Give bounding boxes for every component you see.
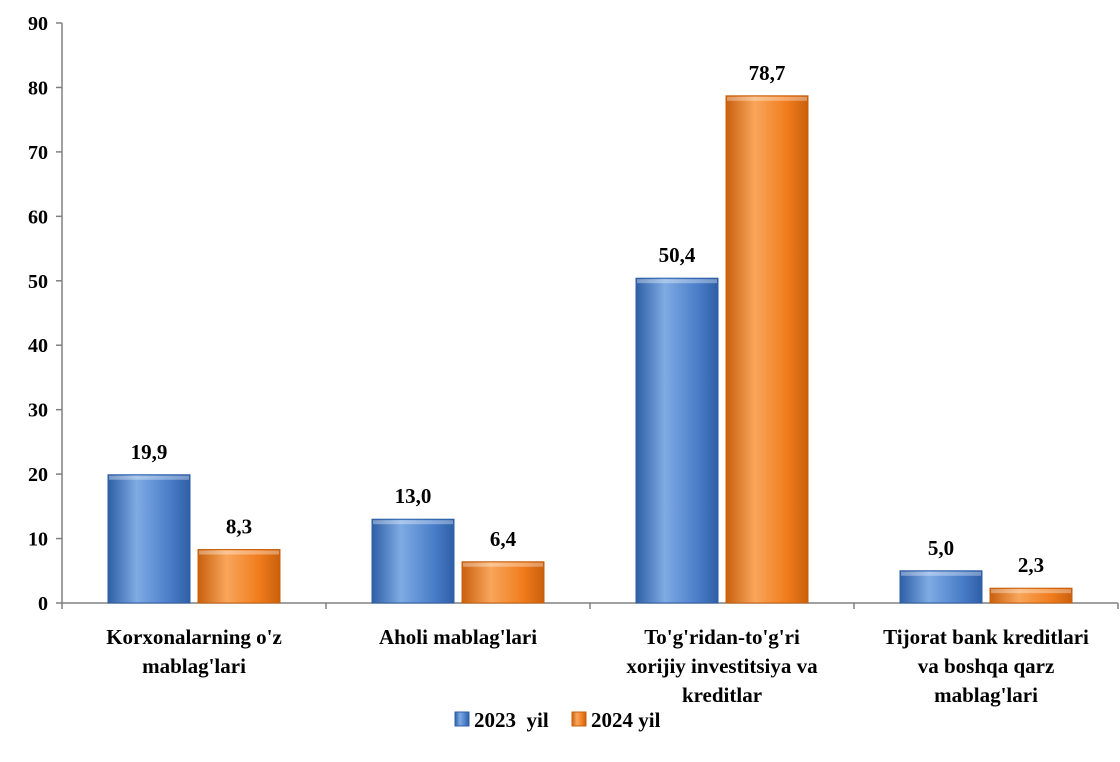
category-label: Korxonalarning o'z mablag'lari <box>106 625 282 678</box>
data-label: 78,7 <box>749 61 786 85</box>
category-labels: Korxonalarning o'z mablag'lari Aholi mabla… <box>106 625 1089 707</box>
legend: 2023 yil 2024 yil <box>454 708 661 732</box>
bar-series-2 <box>197 549 281 604</box>
bar-series-2 <box>989 587 1073 604</box>
y-tick-label: 0 <box>38 593 48 615</box>
legend-swatch <box>454 711 470 727</box>
y-tick-label: 30 <box>28 400 48 422</box>
bar-highlight <box>727 96 807 101</box>
category-label: To'g'ridan-to'g'ri xorijiy investitsiya v… <box>626 625 818 707</box>
bar-highlight <box>901 571 981 576</box>
data-labels: 19,9 8,3 13,0 6,4 50,4 78,7 5,0 2,3 <box>131 61 1045 577</box>
legend-label: 2024 yil <box>591 708 661 732</box>
bar-highlight <box>199 550 279 555</box>
legend-swatch <box>571 711 587 727</box>
bar-highlight <box>637 279 717 284</box>
category-label: Tijorat bank kreditlari va boshqa qarz mab… <box>883 625 1089 707</box>
category-label: Aholi mablag'lari <box>379 625 537 649</box>
y-tick-label: 70 <box>28 142 48 164</box>
data-label: 19,9 <box>131 440 168 464</box>
bar-series-2 <box>461 561 545 604</box>
y-tick-label: 40 <box>28 335 48 357</box>
data-label: 5,0 <box>928 536 954 560</box>
y-tick-label: 50 <box>28 271 48 293</box>
data-label: 2,3 <box>1018 553 1044 577</box>
bar-series-1 <box>371 518 455 604</box>
legend-label: 2023 yil <box>474 708 549 732</box>
bar-series-1 <box>899 570 983 604</box>
y-tick-label: 20 <box>28 464 48 486</box>
data-label: 8,3 <box>226 515 252 539</box>
y-tick-label: 80 <box>28 77 48 99</box>
data-label: 13,0 <box>395 484 432 508</box>
y-tick-label: 10 <box>28 529 48 551</box>
y-tick-label: 60 <box>28 206 48 228</box>
y-tick-label: 90 <box>28 13 48 35</box>
bar-series-1 <box>635 277 719 604</box>
bar-highlight <box>991 589 1071 594</box>
bar-series-2 <box>725 95 809 604</box>
axes: 0 10 20 30 40 50 60 70 80 90 <box>28 13 1119 615</box>
data-label: 50,4 <box>659 243 696 267</box>
bar-highlight <box>373 520 453 525</box>
bar-series-1 <box>107 474 191 604</box>
bar-highlight <box>109 475 189 480</box>
data-label: 6,4 <box>490 527 517 551</box>
bars <box>107 95 1073 604</box>
bar-highlight <box>463 562 543 567</box>
